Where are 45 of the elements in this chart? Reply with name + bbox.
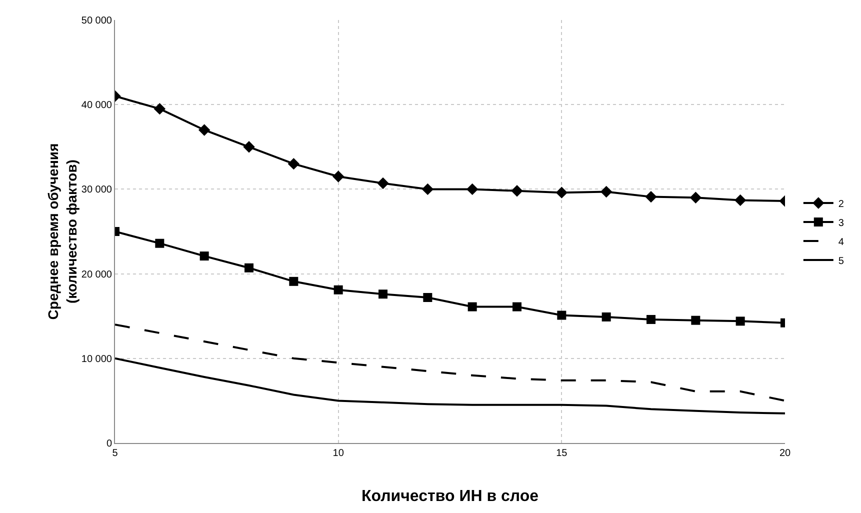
- point: [154, 102, 166, 115]
- x-tick-label: 10: [332, 448, 344, 459]
- point: [511, 185, 523, 197]
- point: [734, 194, 746, 206]
- x-tick-label: 20: [779, 448, 791, 459]
- point: [602, 312, 611, 322]
- point: [378, 290, 388, 299]
- point: [600, 186, 612, 198]
- x-axis-title: Количество ИН в слое: [362, 488, 539, 505]
- point: [288, 158, 300, 170]
- point: [422, 183, 434, 196]
- point: [244, 263, 254, 272]
- point: [200, 252, 209, 261]
- x-tick-label: 5: [112, 448, 118, 459]
- point: [736, 316, 745, 326]
- point: [243, 141, 255, 153]
- y-tick-label: 20 000: [81, 269, 112, 280]
- legend-label: 4: [838, 236, 844, 248]
- point: [155, 238, 164, 248]
- legend-label: 5: [838, 256, 844, 267]
- point: [466, 183, 478, 196]
- y-tick-label: 40 000: [81, 100, 112, 112]
- point: [645, 190, 657, 203]
- y-tick-label: 0: [106, 438, 112, 450]
- point: [691, 316, 700, 325]
- legend-label: 2: [838, 198, 844, 210]
- point: [468, 302, 477, 312]
- y-axis-title: Среднее время обучения (количество фактов): [45, 143, 80, 320]
- y-tick-label: 10 000: [81, 354, 112, 365]
- y-tick-label: 50 000: [81, 16, 112, 26]
- point: [512, 302, 522, 312]
- x-tick-label: 15: [556, 448, 568, 459]
- point: [377, 177, 389, 190]
- point: [423, 292, 432, 302]
- line-series: [115, 357, 785, 414]
- point: [556, 186, 568, 198]
- point: [557, 310, 566, 320]
- point: [690, 192, 702, 204]
- point: [334, 285, 343, 294]
- y-tick-label: 30 000: [81, 184, 112, 196]
- point: [646, 314, 656, 324]
- legend-label: 3: [838, 218, 844, 229]
- point: [332, 170, 344, 182]
- point: [289, 276, 298, 286]
- point: [198, 124, 210, 136]
